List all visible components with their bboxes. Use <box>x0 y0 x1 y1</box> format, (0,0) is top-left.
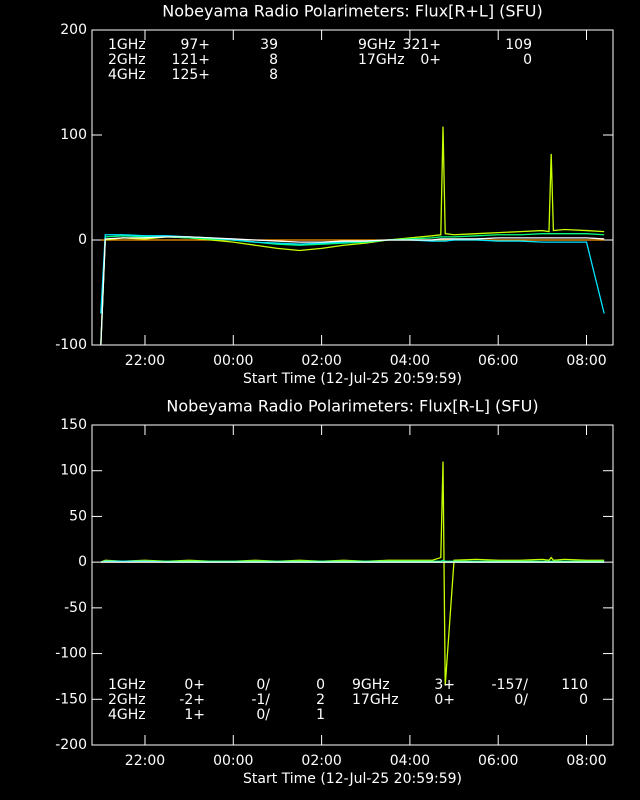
legend-value: 0 <box>316 677 325 693</box>
legend-value: 321+ <box>403 37 441 53</box>
y-tick-label: 100 <box>60 127 87 143</box>
y-tick-label: 100 <box>60 463 87 479</box>
y-tick-label: 200 <box>60 22 87 38</box>
legend-value: 3+ <box>434 677 455 693</box>
y-tick-label: 0 <box>78 554 87 570</box>
legend-value: 110 <box>561 677 588 693</box>
x-tick-label: 22:00 <box>125 353 165 369</box>
series-line <box>100 559 605 563</box>
legend-label: 1GHz <box>108 677 146 693</box>
y-tick-label: 150 <box>60 417 87 433</box>
plot-frame <box>91 29 614 346</box>
y-tick-label: 0 <box>78 232 87 248</box>
x-tick-label: 00:00 <box>213 753 253 769</box>
legend-label: 17GHz <box>358 52 405 68</box>
x-tick-label: 08:00 <box>566 753 606 769</box>
legend-value: 0/ <box>256 707 270 723</box>
y-tick-label: -200 <box>55 737 87 753</box>
legend-value: 109 <box>505 37 532 53</box>
legend-value: 1 <box>316 707 325 723</box>
legend-value: 97+ <box>180 37 210 53</box>
y-tick-label: -50 <box>64 600 87 616</box>
x-tick-label: 00:00 <box>213 353 253 369</box>
x-tick-label: 04:00 <box>390 353 430 369</box>
legend-value: 8 <box>269 67 278 83</box>
y-tick-label: -100 <box>55 337 87 353</box>
legend-value: -157/ <box>492 677 529 693</box>
x-axis-label: Start Time (12-Jul-25 20:59:59) <box>243 771 462 787</box>
x-tick-label: 22:00 <box>125 753 165 769</box>
x-tick-label: 06:00 <box>478 353 518 369</box>
y-tick-label: -100 <box>55 646 87 662</box>
legend-label: 4GHz <box>108 67 146 83</box>
legend-value: 121+ <box>172 52 210 68</box>
legend-value: 0/ <box>256 677 270 693</box>
x-tick-label: 04:00 <box>390 753 430 769</box>
legend-label: 2GHz <box>108 692 146 708</box>
legend-value: 1+ <box>184 707 205 723</box>
plot-frame <box>91 424 614 746</box>
legend-value: 0+ <box>184 677 205 693</box>
legend-value: 8 <box>269 52 278 68</box>
chart-title: Nobeyama Radio Polarimeters: Flux[R+L] (… <box>162 2 542 21</box>
legend-value: 0+ <box>434 692 455 708</box>
legend-value: -2+ <box>179 692 205 708</box>
y-tick-label: 50 <box>69 508 87 524</box>
legend-label: 2GHz <box>108 52 146 68</box>
x-tick-label: 02:00 <box>301 353 341 369</box>
legend-label: 17GHz <box>352 692 399 708</box>
legend-value: 0 <box>579 692 588 708</box>
legend-value: 0 <box>523 52 532 68</box>
series-line <box>100 234 605 314</box>
legend-value: 39 <box>260 37 278 53</box>
legend-value: 0/ <box>514 692 528 708</box>
series-line <box>100 236 605 346</box>
legend-value: 2 <box>316 692 325 708</box>
legend-value: -1/ <box>251 692 270 708</box>
legend-label: 4GHz <box>108 707 146 723</box>
series-line <box>100 233 605 346</box>
legend-label: 9GHz <box>358 37 396 53</box>
x-axis-label: Start Time (12-Jul-25 20:59:59) <box>243 371 462 387</box>
legend-value: 0+ <box>420 52 441 68</box>
y-tick-label: -150 <box>55 691 87 707</box>
legend-label: 1GHz <box>108 37 146 53</box>
x-tick-label: 08:00 <box>566 353 606 369</box>
x-tick-label: 06:00 <box>478 753 518 769</box>
series-line <box>100 461 605 686</box>
x-tick-label: 02:00 <box>301 753 341 769</box>
legend-label: 9GHz <box>352 677 390 693</box>
legend-value: 125+ <box>172 67 210 83</box>
chart-title: Nobeyama Radio Polarimeters: Flux[R-L] (… <box>166 397 538 416</box>
